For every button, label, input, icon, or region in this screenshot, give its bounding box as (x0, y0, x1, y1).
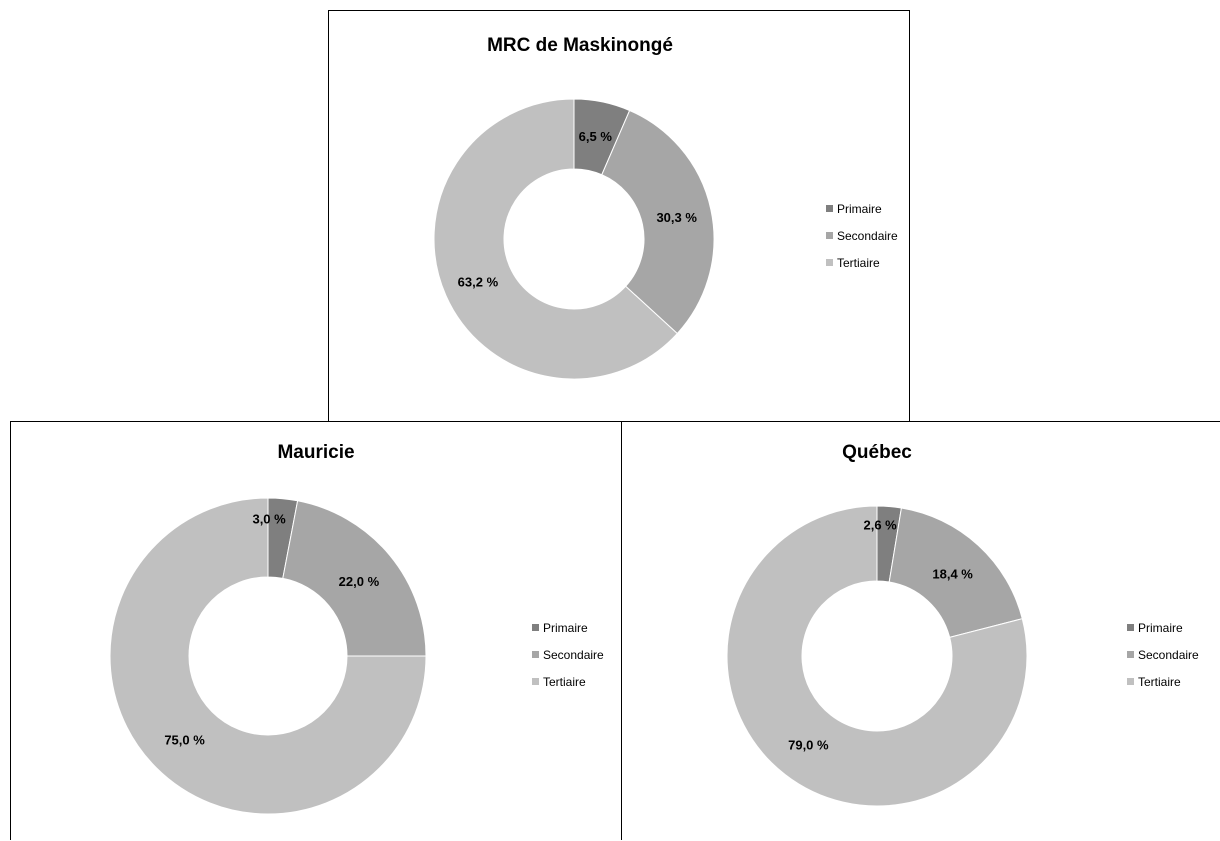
legend: Primaire Secondaire Tertiaire (532, 621, 604, 689)
legend-label-secondaire: Secondaire (1138, 648, 1199, 662)
legend-swatch-primaire (826, 205, 833, 212)
chart-title: Mauricie (277, 442, 354, 463)
chart-title: MRC de Maskinongé (487, 35, 673, 56)
data-label-tertiaire: 79,0 % (788, 737, 829, 752)
data-label-primaire: 3,0 % (252, 512, 286, 527)
data-label-secondaire: 18,4 % (932, 566, 973, 581)
legend-label-primaire: Primaire (543, 621, 588, 635)
legend-label-tertiaire: Tertiaire (543, 675, 586, 689)
slice-secondaire (601, 109, 715, 335)
data-labels: 2,6 % 18,4 % 79,0 % (788, 517, 973, 752)
legend: Primaire Secondaire Tertiaire (826, 202, 898, 270)
slices (109, 497, 427, 815)
slice-tertiaire (433, 98, 678, 380)
data-label-tertiaire: 63,2 % (458, 274, 499, 289)
data-label-primaire: 2,6 % (864, 517, 898, 532)
legend-swatch-tertiaire (1127, 678, 1134, 685)
legend-label-secondaire: Secondaire (837, 229, 898, 243)
data-label-secondaire: 30,3 % (656, 210, 697, 225)
chart-panel-quebec: Québec 2,6 % 18,4 % 79,0 % Primaire Seconda… (621, 421, 1220, 840)
legend-swatch-secondaire (1127, 651, 1134, 658)
data-label-tertiaire: 75,0 % (164, 732, 205, 747)
donut-chart-quebec: Québec 2,6 % 18,4 % 79,0 % Primaire Seconda… (726, 442, 1199, 807)
chart-panel-maskinonge: MRC de Maskinongé 6,5 % 30,3 % 63,2 % Prim… (328, 10, 910, 424)
donut-chart-mauricie: Mauricie 3,0 % 22,0 % 75,0 % Primaire Secon… (109, 442, 604, 815)
slice-tertiaire (109, 497, 427, 815)
slices (726, 505, 1028, 807)
legend-label-secondaire: Secondaire (543, 648, 604, 662)
chart-panel-mauricie: Mauricie 3,0 % 22,0 % 75,0 % Primaire Secon… (10, 421, 622, 840)
legend-label-primaire: Primaire (1138, 621, 1183, 635)
legend-swatch-primaire (1127, 624, 1134, 631)
data-labels: 6,5 % 30,3 % 63,2 % (458, 129, 698, 289)
data-label-secondaire: 22,0 % (339, 574, 380, 589)
legend-swatch-primaire (532, 624, 539, 631)
donut-chart-maskinonge: MRC de Maskinongé 6,5 % 30,3 % 63,2 % Prim… (433, 35, 898, 380)
legend-swatch-tertiaire (826, 259, 833, 266)
chart-title: Québec (842, 442, 912, 463)
slice-secondaire (282, 500, 427, 657)
data-labels: 3,0 % 22,0 % 75,0 % (164, 512, 379, 748)
legend-label-primaire: Primaire (837, 202, 882, 216)
legend: Primaire Secondaire Tertiaire (1127, 621, 1199, 689)
legend-label-tertiaire: Tertiaire (1138, 675, 1181, 689)
legend-swatch-secondaire (532, 651, 539, 658)
slices (433, 98, 715, 380)
data-label-primaire: 6,5 % (579, 129, 613, 144)
slice-tertiaire (726, 505, 1028, 807)
legend-label-tertiaire: Tertiaire (837, 256, 880, 270)
legend-swatch-secondaire (826, 232, 833, 239)
legend-swatch-tertiaire (532, 678, 539, 685)
